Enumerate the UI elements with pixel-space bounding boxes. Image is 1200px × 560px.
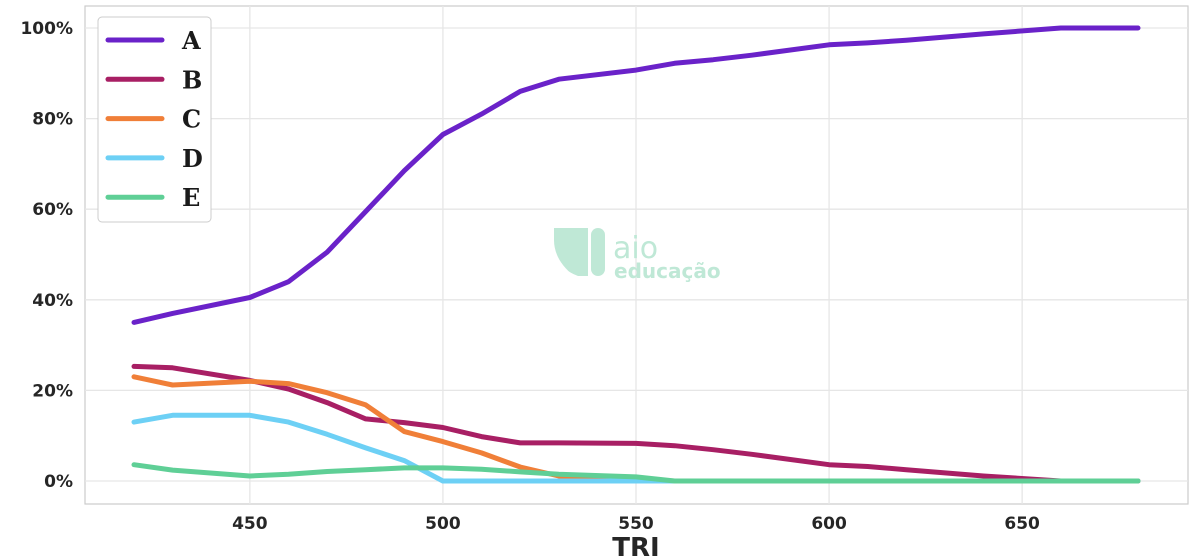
x-tick-label: 600	[811, 514, 847, 534]
y-tick-label: 20%	[32, 381, 73, 401]
watermark-line2: educação	[614, 259, 721, 283]
x-tick-label: 650	[1004, 514, 1040, 534]
legend-label-b: B	[182, 65, 202, 94]
y-axis-ticks: 0% 20% 40% 60% 80% 100%	[20, 19, 73, 492]
x-axis-ticks: 450 500 550 600 650	[232, 514, 1040, 534]
legend-label-a: A	[181, 26, 201, 55]
y-tick-label: 40%	[32, 291, 73, 311]
y-tick-label: 0%	[44, 472, 73, 492]
x-tick-label: 500	[425, 514, 461, 534]
x-tick-label: 450	[232, 514, 268, 534]
watermark: aio educação	[554, 228, 721, 283]
y-tick-label: 80%	[32, 110, 73, 130]
legend-label-d: D	[182, 144, 203, 173]
x-tick-label: 550	[618, 514, 654, 534]
series-line-b	[131, 363, 1141, 484]
series-layer	[131, 25, 1141, 484]
series-line-a	[131, 25, 1141, 325]
legend-label-e: E	[182, 183, 200, 212]
series-line-e	[131, 462, 1141, 484]
y-tick-label: 100%	[20, 19, 73, 39]
legend-label-c: C	[182, 105, 201, 134]
aio-logo-icon	[554, 228, 605, 276]
y-tick-label: 60%	[32, 200, 73, 220]
watermark-line1: aio	[613, 231, 658, 266]
x-axis-label: TRI	[612, 533, 659, 560]
